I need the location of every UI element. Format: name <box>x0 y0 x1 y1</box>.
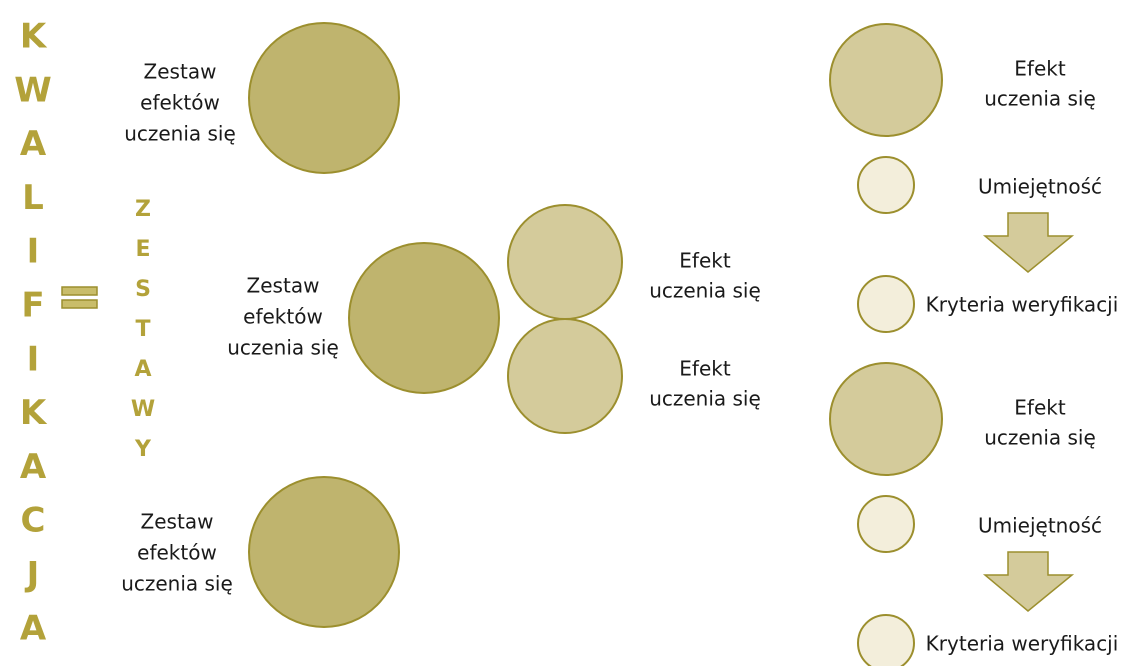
vertical-letter: J <box>25 555 40 595</box>
set-circle <box>248 22 400 174</box>
label-line: uczenia się <box>649 387 761 411</box>
skill-circle <box>857 156 915 214</box>
vertical-letter: A <box>20 608 47 648</box>
vertical-letter: A <box>20 124 47 164</box>
label-line: Zestaw <box>141 510 214 534</box>
vertical-letter: I <box>27 232 40 272</box>
equals-sign <box>61 286 98 309</box>
skill-label: Umiejętność <box>978 175 1102 199</box>
label-line: efektów <box>243 305 323 329</box>
effect-circle <box>829 23 943 137</box>
vertical-letter: T <box>135 317 150 342</box>
label-line: Efekt <box>679 249 731 273</box>
skill-circle <box>857 495 915 553</box>
label-line: Zestaw <box>144 60 217 84</box>
vertical-letter: F <box>21 286 44 326</box>
down-arrow <box>982 212 1075 273</box>
label-line: uczenia się <box>649 279 761 303</box>
set-circle <box>248 476 400 628</box>
criteria-label: Kryteria weryfikacji <box>926 293 1119 317</box>
vertical-letter: W <box>14 70 52 110</box>
effect-circle <box>507 204 623 320</box>
vertical-letter: K <box>20 393 48 433</box>
skill-label: Umiejętność <box>978 514 1102 538</box>
vertical-letter: A <box>134 357 151 382</box>
down-arrow <box>982 551 1075 612</box>
label-line: uczenia się <box>984 426 1096 450</box>
vertical-letter: K <box>20 17 48 57</box>
label-line: uczenia się <box>124 122 236 146</box>
criteria-label: Kryteria weryfikacji <box>926 632 1119 656</box>
set-circle <box>348 242 500 394</box>
label-line: efektów <box>140 91 220 115</box>
vertical-letter: W <box>131 397 155 422</box>
criteria-circle <box>857 275 915 333</box>
equals-bar <box>61 286 98 296</box>
effect-circle <box>829 362 943 476</box>
label-line: Zestaw <box>247 274 320 298</box>
label-line: uczenia się <box>121 572 233 596</box>
label-line: uczenia się <box>984 87 1096 111</box>
vertical-letter: E <box>135 237 150 262</box>
vertical-letter: S <box>135 277 151 302</box>
label-line: Efekt <box>679 357 731 381</box>
vertical-letter: Y <box>134 437 152 462</box>
equals-bar <box>61 299 98 309</box>
criteria-circle <box>857 614 915 666</box>
vertical-letter: Z <box>135 197 151 222</box>
vertical-letter: A <box>20 447 47 487</box>
label-line: Efekt <box>1014 57 1066 81</box>
effect-circle <box>507 318 623 434</box>
label-line: efektów <box>137 541 217 565</box>
vertical-letter: L <box>22 178 44 218</box>
vertical-letter: C <box>21 501 46 541</box>
label-line: uczenia się <box>227 336 339 360</box>
vertical-letter: I <box>27 339 40 379</box>
label-line: Efekt <box>1014 396 1066 420</box>
